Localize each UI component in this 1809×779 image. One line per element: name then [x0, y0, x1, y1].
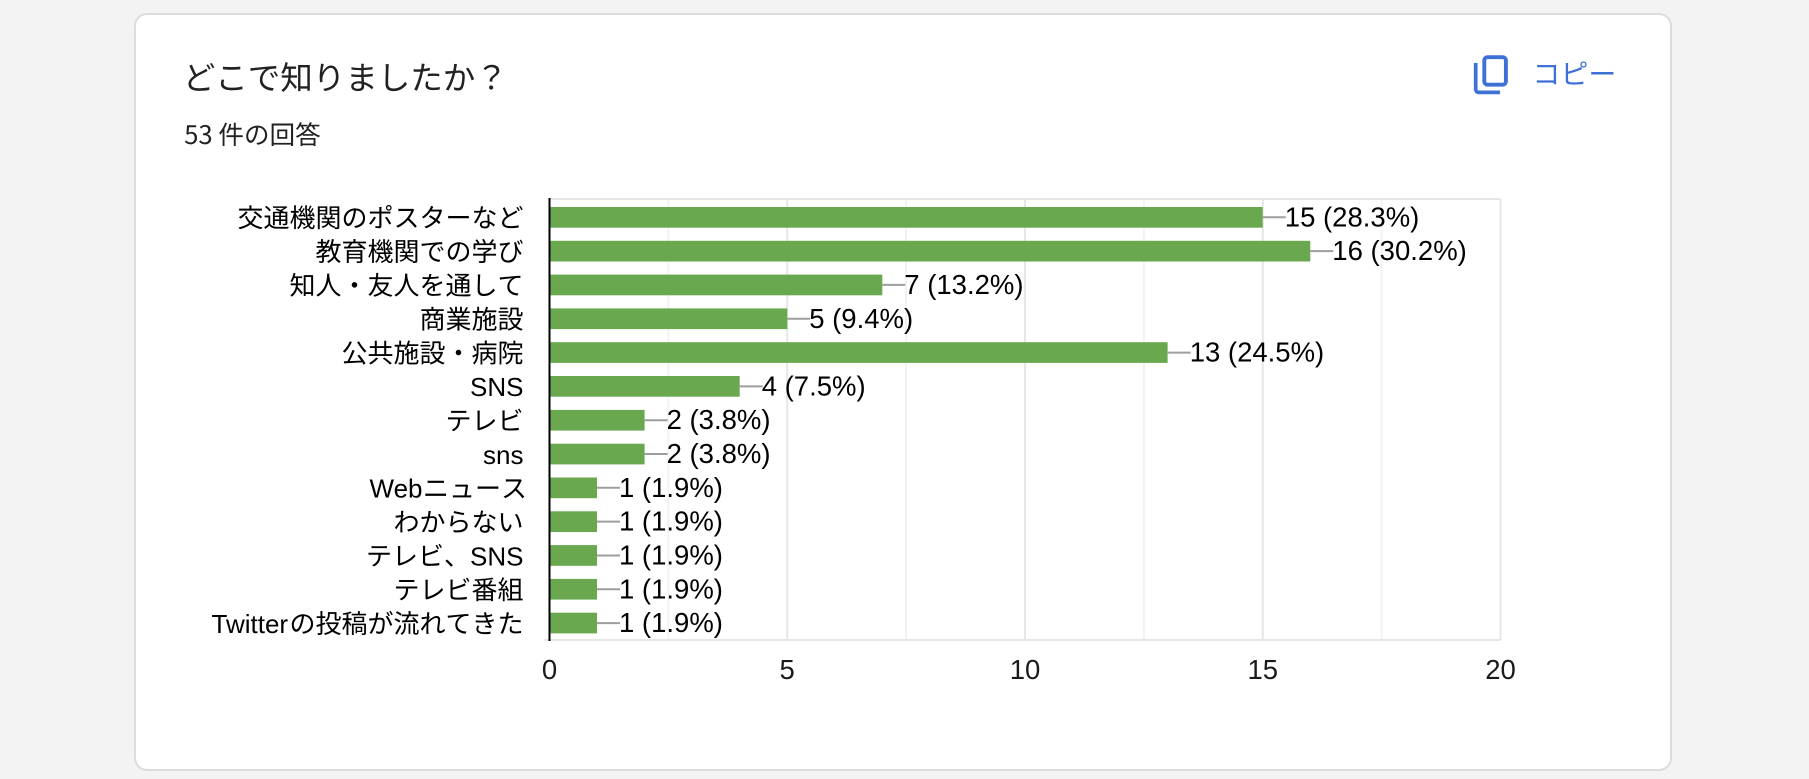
svg-text:1 (1.9%): 1 (1.9%) — [619, 506, 723, 537]
svg-text:SNS: SNS — [470, 372, 523, 402]
svg-text:SNS: SNS — [470, 541, 523, 571]
svg-text:1 (1.9%): 1 (1.9%) — [619, 607, 723, 638]
svg-text:20: 20 — [1485, 654, 1516, 685]
svg-text:1 (1.9%): 1 (1.9%) — [619, 540, 723, 571]
svg-text:Twitter: Twitter — [212, 609, 289, 639]
svg-text:4 (7.5%): 4 (7.5%) — [762, 370, 866, 401]
svg-text:2 (3.8%): 2 (3.8%) — [667, 404, 771, 435]
svg-text:15 (28.3%): 15 (28.3%) — [1285, 201, 1420, 232]
svg-text:7 (13.2%): 7 (13.2%) — [904, 269, 1023, 300]
svg-text:15: 15 — [1248, 654, 1279, 685]
svg-text:5: 5 — [780, 654, 795, 685]
svg-text:Web: Web — [370, 474, 423, 504]
svg-text:13 (24.5%): 13 (24.5%) — [1190, 337, 1325, 368]
svg-text:sns: sns — [483, 440, 523, 470]
svg-text:1 (1.9%): 1 (1.9%) — [619, 573, 723, 604]
svg-text:10: 10 — [1010, 654, 1041, 685]
svg-text:1 (1.9%): 1 (1.9%) — [619, 472, 723, 503]
svg-text:16 (30.2%): 16 (30.2%) — [1332, 235, 1467, 266]
svg-text:5 (9.4%): 5 (9.4%) — [809, 303, 913, 334]
svg-text:0: 0 — [542, 654, 557, 685]
svg-text:2 (3.8%): 2 (3.8%) — [667, 438, 771, 469]
